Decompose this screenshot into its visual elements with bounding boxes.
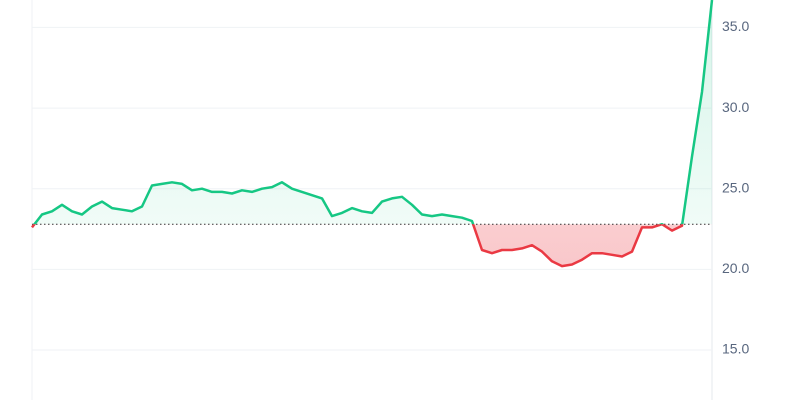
area-down [32, 224, 712, 267]
y-tick-label: 20.0 [722, 260, 749, 276]
price-line-up [32, 0, 714, 225]
y-tick-label: 15.0 [722, 341, 749, 357]
y-tick-label: 35.0 [722, 18, 749, 34]
y-tick-label: 30.0 [722, 99, 749, 115]
price-line-down [31, 224, 684, 268]
y-tick-label: 25.0 [722, 179, 749, 195]
